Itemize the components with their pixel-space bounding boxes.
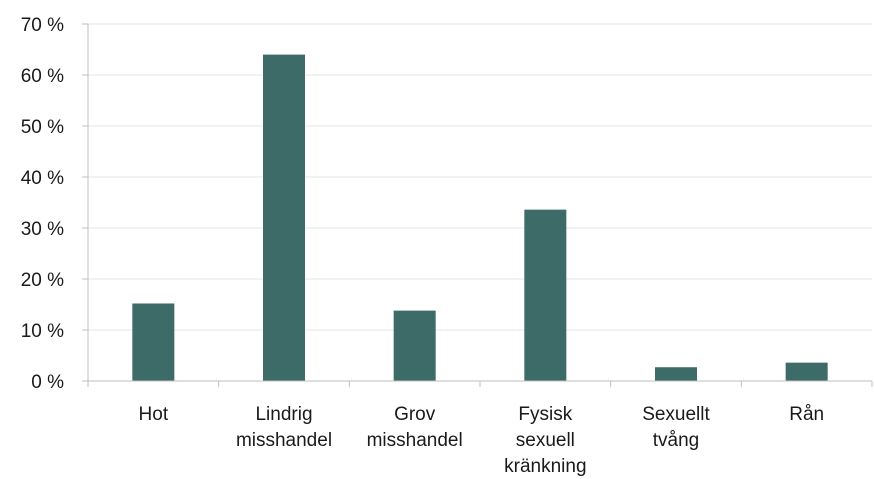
bar [263,54,305,381]
gridlines [88,23,872,331]
y-tick-label: 70 % [21,15,64,36]
y-tick-label: 40 % [21,168,64,189]
y-tick-label: 20 % [21,270,64,291]
bar [785,362,828,381]
x-category-label: Lindrig misshandel [236,404,332,451]
x-category-label: Fysisk sexuell kränkning [504,404,586,477]
bars [132,54,828,381]
x-category-label: Rån [789,404,824,425]
axes [82,23,873,387]
bar [393,310,436,381]
y-tick-label: 10 % [21,321,64,342]
x-category-label: Sexuellt tvång [642,404,710,451]
y-tick-label: 60 % [21,66,64,87]
bar [655,367,697,381]
x-category-label: Hot [139,404,169,425]
bar [132,303,175,381]
bar [524,209,567,381]
x-category-label: Grov misshandel [367,404,463,451]
x-axis-category-labels: Hot Lindrig misshandel Grov misshandel Fysisk… [139,404,825,477]
y-axis-tick-labels: 0 % 10 % 20 % 30 % 40 % 50 % 60 % 70 % [21,15,64,393]
y-tick-label: 30 % [21,219,64,240]
y-tick-label: 0 % [31,372,64,393]
y-tick-label: 50 % [21,117,64,138]
